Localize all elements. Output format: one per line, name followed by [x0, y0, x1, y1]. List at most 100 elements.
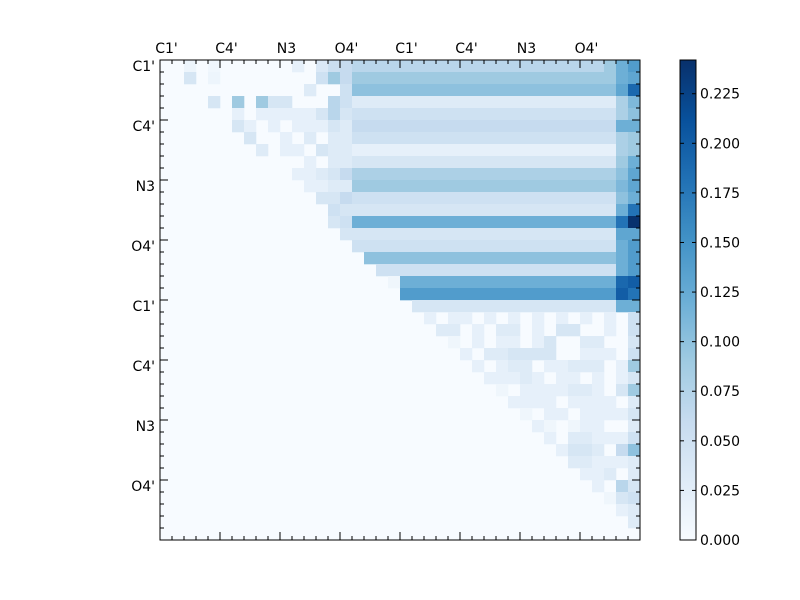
- heatmap-cell: [388, 192, 401, 205]
- heatmap-cell: [412, 252, 425, 265]
- heatmap-cell: [400, 144, 413, 157]
- heatmap-cell: [544, 336, 557, 349]
- heatmap-cell: [460, 264, 473, 277]
- heatmap-cell: [472, 216, 485, 229]
- heatmap-cell: [532, 372, 545, 385]
- heatmap-cell: [532, 384, 545, 397]
- heatmap-cell: [544, 132, 557, 145]
- heatmap-cell: [484, 168, 497, 181]
- heatmap-cell: [484, 144, 497, 157]
- heatmap-cell: [400, 120, 413, 133]
- heatmap-cell: [364, 180, 377, 193]
- heatmap-cell: [604, 492, 617, 505]
- heatmap-cell: [472, 324, 485, 337]
- heatmap-cell: [496, 72, 509, 85]
- heatmap-cell: [472, 96, 485, 109]
- heatmap-cell: [304, 180, 317, 193]
- heatmap-cell: [520, 84, 533, 97]
- heatmap-cell: [484, 312, 497, 325]
- heatmap-cell: [592, 360, 605, 373]
- heatmap-cell: [544, 96, 557, 109]
- heatmap-cell: [580, 216, 593, 229]
- heatmap-cell: [544, 228, 557, 241]
- heatmap-cell: [568, 384, 581, 397]
- heatmap-cell: [604, 60, 617, 73]
- heatmap-cell: [340, 192, 353, 205]
- heatmap-cell: [616, 168, 629, 181]
- heatmap-cell: [436, 120, 449, 133]
- heatmap-cell: [316, 120, 329, 133]
- heatmap-cell: [568, 252, 581, 265]
- heatmap-cell: [508, 312, 521, 325]
- heatmap-cell: [508, 180, 521, 193]
- heatmap-cell: [580, 132, 593, 145]
- heatmap-cell: [520, 180, 533, 193]
- heatmap-cell: [616, 456, 629, 469]
- heatmap-cell: [520, 156, 533, 169]
- heatmap-cell: [616, 432, 629, 445]
- heatmap-cell: [412, 192, 425, 205]
- heatmap-cell: [340, 168, 353, 181]
- heatmap-cell: [520, 240, 533, 253]
- heatmap-cell: [616, 240, 629, 253]
- heatmap-cell: [436, 96, 449, 109]
- heatmap-cell: [496, 348, 509, 361]
- heatmap-cell: [448, 312, 461, 325]
- heatmap-cell: [496, 324, 509, 337]
- heatmap-cell: [604, 192, 617, 205]
- heatmap-cell: [436, 288, 449, 301]
- heatmap-cell: [508, 288, 521, 301]
- heatmap-cell: [508, 192, 521, 205]
- heatmap-cell: [532, 180, 545, 193]
- heatmap-cell: [604, 324, 617, 337]
- heatmap-cell: [568, 444, 581, 457]
- heatmap-cell: [544, 60, 557, 73]
- heatmap-cell: [400, 264, 413, 277]
- heatmap-cell: [364, 240, 377, 253]
- heatmap-cell: [628, 516, 641, 529]
- heatmap-cell: [604, 456, 617, 469]
- heatmap-cell: [460, 216, 473, 229]
- heatmap-cell: [352, 120, 365, 133]
- heatmap-cell: [340, 108, 353, 121]
- heatmap-cell: [472, 240, 485, 253]
- heatmap-cell: [436, 60, 449, 73]
- heatmap-cell: [568, 144, 581, 157]
- heatmap-cell: [580, 420, 593, 433]
- heatmap-cell: [328, 204, 341, 217]
- heatmap-cell: [280, 132, 293, 145]
- heatmap-cell: [364, 252, 377, 265]
- heatmap-cell: [604, 132, 617, 145]
- heatmap-cell: [532, 72, 545, 85]
- heatmap-cell: [616, 156, 629, 169]
- heatmap-cell: [592, 384, 605, 397]
- heatmap-cell: [376, 252, 389, 265]
- heatmap-cell: [604, 204, 617, 217]
- heatmap-cell: [520, 396, 533, 409]
- y-tick-label: C4': [132, 359, 155, 375]
- heatmap-cell: [436, 228, 449, 241]
- heatmap-cell: [592, 432, 605, 445]
- heatmap-cell: [388, 156, 401, 169]
- heatmap-cell: [340, 96, 353, 109]
- heatmap-cell: [520, 216, 533, 229]
- heatmap-cell: [412, 96, 425, 109]
- heatmap-cell: [400, 168, 413, 181]
- heatmap-cell: [520, 60, 533, 73]
- heatmap-cell: [400, 252, 413, 265]
- heatmap-cell: [412, 300, 425, 313]
- heatmap-cell: [556, 120, 569, 133]
- heatmap-cell: [580, 360, 593, 373]
- heatmap-cell: [592, 336, 605, 349]
- heatmap-cell: [628, 492, 641, 505]
- heatmap-cell: [592, 192, 605, 205]
- x-tick-label: C1': [155, 41, 178, 57]
- heatmap-cell: [424, 252, 437, 265]
- heatmap-cell: [508, 348, 521, 361]
- heatmap-cell: [484, 288, 497, 301]
- heatmap-cell: [628, 240, 641, 253]
- heatmap-cell: [580, 180, 593, 193]
- heatmap-cell: [628, 84, 641, 97]
- heatmap-cell: [508, 252, 521, 265]
- heatmap-cell: [412, 264, 425, 277]
